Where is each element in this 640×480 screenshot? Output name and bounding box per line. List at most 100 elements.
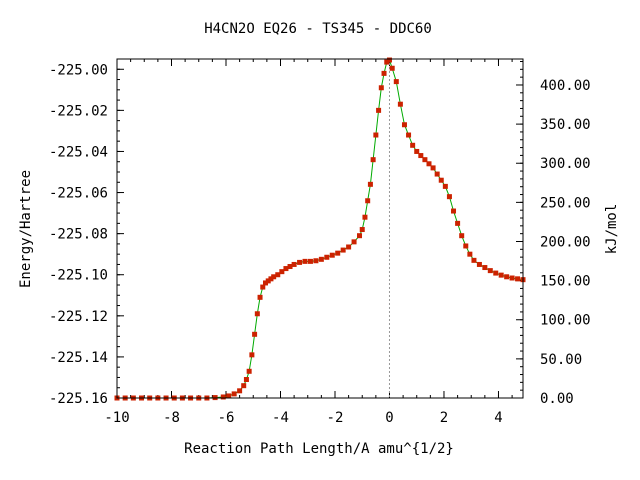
data-point [418,153,424,159]
y2-tick-label: 300.00 [540,156,591,172]
data-point [422,157,428,163]
data-point [414,148,420,154]
data-point [376,107,382,113]
energy-curve-line [117,59,524,399]
data-point [365,198,371,204]
data-point [504,274,510,280]
data-point [446,194,452,200]
y-tick-label: -225.08 [49,227,108,243]
data-point [455,220,461,226]
data-point [397,101,403,107]
y-tick-label: -225.16 [49,391,108,407]
data-point [389,65,395,71]
data-point [297,259,303,265]
data-point [302,258,308,264]
data-point [498,272,504,278]
data-point [373,132,379,138]
x-tick-label: -10 [104,410,129,426]
y-tick-label: -225.00 [49,62,108,78]
data-point [381,70,387,76]
x-tick-label: 4 [494,410,502,426]
data-point [357,233,363,239]
data-point [426,161,432,167]
y2-tick-label: 200.00 [540,234,591,250]
data-point [482,265,488,271]
data-point [318,256,324,262]
data-point [476,261,482,267]
data-point [226,393,232,399]
axis-ticks: -10 -8 -6 -4 -2 0 2 4 -225.16 -225.14 -225.12 -225.… [49,58,591,426]
data-point [275,272,281,278]
y-axis-label: Energy/Hartree [18,170,34,288]
chart-title: H4CN2O EQ26 - TS345 - DDC60 [204,21,432,37]
data-point [279,269,285,275]
data-point [257,294,263,300]
x-tick-label: 2 [440,410,448,426]
data-point [401,122,407,128]
data-point [471,257,477,263]
data-point [329,252,335,258]
data-point [367,181,373,187]
data-point [378,85,384,91]
data-point [487,268,493,274]
data-point [393,79,399,85]
data-point [362,214,368,220]
data-point [237,388,243,394]
y-tick-label: -225.14 [49,350,108,366]
data-point [268,276,274,282]
x-tick-label: -6 [218,410,235,426]
data-point [252,331,258,337]
x-axis-label: Reaction Path Length/A amu^{1/2} [184,441,454,457]
data-point [451,208,457,214]
data-point [313,258,319,264]
y2-tick-label: 100.00 [540,313,591,329]
data-point [370,157,376,163]
y2-tick-label: 50.00 [540,352,582,368]
data-point [265,278,271,284]
data-point [493,270,499,276]
data-point [463,243,469,249]
y-tick-label: -225.06 [49,186,108,202]
data-point [438,177,444,183]
x-tick-label: -8 [163,410,180,426]
y-tick-label: -225.10 [49,268,108,284]
plot-frame [116,58,524,399]
y2-tick-label: 400.00 [540,78,591,94]
data-point [434,171,440,177]
data-point [410,142,416,148]
y2-tick-label: 0.00 [540,391,574,407]
x-tick-label: 0 [385,410,393,426]
plot-area [114,57,526,401]
data-point [243,377,249,383]
data-point [515,276,521,282]
y2-tick-label: 250.00 [540,195,591,211]
data-point [254,311,260,317]
data-point [231,391,237,397]
data-point [467,251,473,257]
data-point [324,254,330,260]
data-point [442,183,448,189]
data-point [307,258,313,264]
data-point [291,261,297,267]
data-point [430,165,436,171]
data-point [246,368,252,374]
data-point [241,383,247,389]
data-point [249,352,255,358]
data-point [346,244,352,250]
data-point [271,274,277,280]
data-point [509,275,515,281]
y-tick-label: -225.12 [49,309,108,325]
data-point [359,227,365,233]
y2-axis-label: kJ/mol [604,204,620,255]
data-point [351,239,357,245]
y-tick-label: -225.02 [49,103,108,119]
data-point [335,250,341,256]
data-point [220,394,226,400]
data-point [340,247,346,253]
x-tick-label: -4 [272,410,289,426]
data-point [386,57,392,63]
data-point [263,280,269,286]
y2-tick-label: 150.00 [540,274,591,290]
y-tick-label: -225.04 [49,144,108,160]
